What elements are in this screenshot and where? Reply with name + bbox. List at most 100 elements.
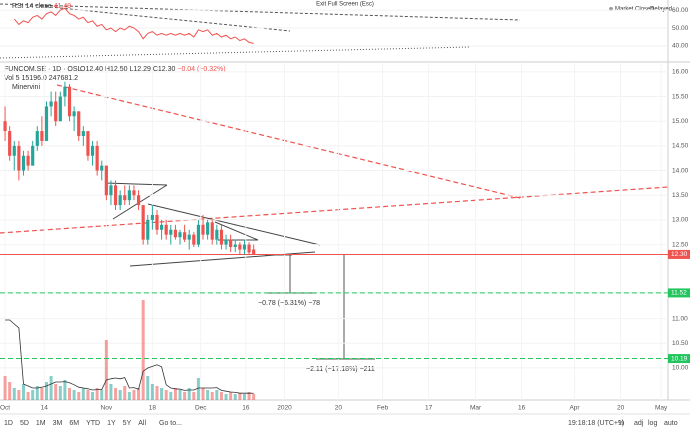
- volume-bar: [104, 340, 108, 400]
- rsi-title: RSI 14 close: [12, 3, 52, 10]
- volume-bar: [35, 386, 39, 400]
- candle-body: [35, 131, 39, 146]
- candle-body: [58, 96, 62, 122]
- ohlc-value: L12.29: [129, 66, 151, 73]
- candle-body: [44, 106, 49, 141]
- candle-body: [201, 224, 205, 235]
- candle-body: [229, 239, 233, 248]
- volume-bar: [215, 390, 219, 400]
- range-button[interactable]: YTD: [86, 420, 100, 427]
- candle-body: [40, 131, 44, 141]
- candle-body: [155, 214, 159, 230]
- y-tick-label: 14.00: [672, 167, 689, 174]
- volume-bar: [210, 392, 214, 400]
- candle-body: [146, 219, 150, 240]
- candle-body: [141, 205, 145, 240]
- volume-bar: [49, 376, 53, 400]
- candle-body: [100, 165, 104, 171]
- volume-bar: [169, 392, 173, 400]
- toolbar: 1D 5D 1M 3M 6M YTD 1Y 5Y All Go to... 19:18:18 (UT…: [4, 420, 678, 427]
- price-label: 11.52: [671, 290, 687, 297]
- price-label-box: [668, 288, 690, 298]
- volume-bar: [196, 378, 200, 400]
- price-label-box: [668, 249, 690, 259]
- volume-bar: [109, 384, 113, 400]
- candle-body: [81, 131, 85, 137]
- exit-fullscreen[interactable]: Exit Full Screen (Esc): [316, 2, 374, 8]
- candle-body: [72, 111, 76, 117]
- candle-body: [132, 190, 136, 196]
- x-tick-label: Oct: [0, 405, 10, 412]
- x-tick-label: 20: [617, 405, 625, 412]
- option-button[interactable]: auto: [664, 420, 678, 427]
- option-button[interactable]: adj: [634, 420, 644, 427]
- candle-body: [67, 86, 72, 117]
- candle-body: [8, 131, 12, 156]
- range-button[interactable]: 6M: [69, 420, 79, 427]
- candle-body: [31, 145, 35, 166]
- candle-body: [233, 244, 237, 248]
- range-button[interactable]: 5D: [20, 420, 29, 427]
- y-tick-label: 15.50: [672, 93, 689, 100]
- x-tick-label: Feb: [377, 405, 389, 412]
- candle-body: [17, 145, 21, 171]
- volume-bar: [160, 388, 164, 400]
- volume-bar: [26, 392, 30, 400]
- option-button[interactable]: log: [648, 420, 657, 427]
- goto-button[interactable]: Go to...: [159, 420, 182, 427]
- y-tick-label: 13.50: [672, 192, 689, 199]
- range-button[interactable]: All: [138, 420, 146, 427]
- volume-bar: [63, 380, 67, 400]
- candle-body: [210, 222, 214, 240]
- candle-body: [150, 214, 154, 220]
- y-tick-label: 13.00: [672, 217, 689, 224]
- rsi-trendline: [0, 3, 521, 21]
- option-button[interactable]: %: [618, 420, 624, 427]
- volume-bar: [72, 390, 76, 400]
- volume-ma: [5, 319, 254, 394]
- range-button[interactable]: 1D: [4, 420, 13, 427]
- range-button[interactable]: 3M: [53, 420, 63, 427]
- candle-body: [12, 145, 16, 156]
- volume-bar: [58, 386, 62, 400]
- volume-bar: [219, 392, 223, 400]
- triangle-line: [214, 221, 259, 241]
- candle-body: [192, 234, 196, 245]
- volume-bar: [3, 376, 7, 400]
- x-tick-label: 18: [149, 405, 157, 412]
- ohlc-value: −0.04 (−0.32%): [177, 66, 225, 73]
- clock: 19:18:18 (UTC+1): [568, 420, 624, 427]
- candle-body: [136, 195, 141, 206]
- candle-body: [95, 145, 99, 171]
- volume-bar: [233, 394, 237, 400]
- x-tick-label: May: [655, 405, 668, 412]
- volume-bar: [224, 394, 228, 400]
- volume-bar: [252, 393, 256, 400]
- range-button[interactable]: 5Y: [123, 420, 132, 427]
- candle-body: [196, 224, 201, 245]
- candle-body: [159, 224, 164, 230]
- volume-bar: [12, 388, 16, 400]
- y-tick-label: 40.00: [672, 43, 689, 50]
- candle-body: [49, 101, 53, 107]
- y-tick-label: 16.00: [672, 69, 689, 76]
- volume-bar: [183, 392, 187, 400]
- price-label: 10.19: [671, 355, 688, 362]
- volume-bar: [31, 390, 35, 400]
- range-button[interactable]: 1M: [36, 420, 46, 427]
- y-tick-label: 10.00: [672, 365, 689, 372]
- range-button[interactable]: 1Y: [107, 420, 116, 427]
- measure-label: −2.11 (−17.18%) −211: [306, 366, 375, 373]
- measure-label: −0.78 (−6.31%) −78: [258, 300, 320, 307]
- candle-body: [77, 111, 81, 137]
- candle-body: [169, 229, 173, 235]
- volume-bar: [86, 390, 90, 400]
- volume-bar: [40, 388, 44, 400]
- volume-bar: [91, 392, 95, 400]
- candle-body: [127, 190, 131, 201]
- candle-body: [215, 229, 219, 240]
- candle-body: [224, 239, 228, 245]
- candle-body: [173, 229, 178, 238]
